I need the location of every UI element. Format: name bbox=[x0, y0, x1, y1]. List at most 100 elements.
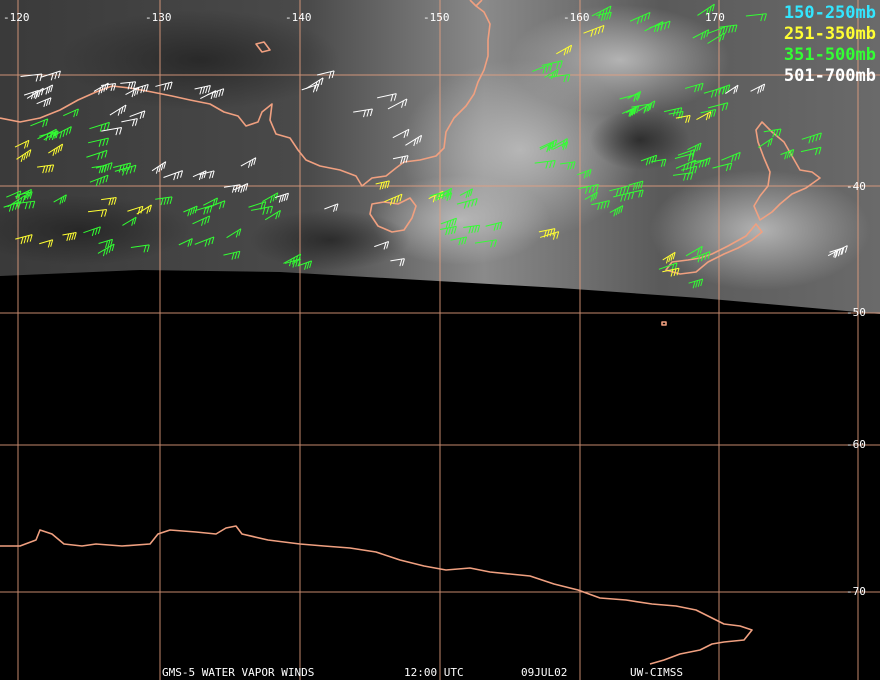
legend-item-351-500mb: 351-500mb bbox=[783, 45, 876, 65]
footer-product: GMS-5 WATER VAPOR WINDS bbox=[162, 666, 315, 679]
wind-barb bbox=[539, 139, 558, 150]
wind-barb bbox=[550, 138, 568, 149]
wind-barb bbox=[163, 170, 184, 181]
wind-barb bbox=[97, 243, 115, 257]
wind-barb bbox=[86, 149, 108, 160]
wind-barb bbox=[627, 90, 642, 102]
wind-barb bbox=[429, 190, 449, 201]
wind-barb bbox=[609, 205, 624, 217]
wind-barb bbox=[700, 108, 717, 118]
wind-barb bbox=[121, 118, 138, 127]
wind-barb bbox=[687, 142, 702, 153]
wind-barb bbox=[30, 118, 49, 128]
wind-barb bbox=[14, 139, 30, 149]
wind-barb bbox=[240, 157, 257, 168]
wind-barb bbox=[199, 170, 215, 179]
wind-barb bbox=[675, 159, 697, 172]
wind-barb bbox=[539, 231, 560, 240]
footer-bar: GMS-5 WATER VAPOR WINDS 12:00 UTC 09JUL0… bbox=[0, 666, 880, 680]
wind-barb bbox=[691, 251, 711, 263]
lat-label--50: -50 bbox=[846, 306, 866, 319]
footer-date: 09JUL02 bbox=[521, 666, 568, 679]
wind-barb bbox=[16, 191, 33, 201]
wind-barb bbox=[248, 201, 267, 210]
wind-barb bbox=[584, 191, 598, 202]
wind-barb bbox=[672, 172, 694, 181]
wind-barb bbox=[120, 81, 137, 90]
wind-barb bbox=[37, 164, 55, 174]
wind-barb bbox=[183, 205, 198, 217]
wind-barb bbox=[685, 245, 703, 257]
wind-barb bbox=[628, 180, 644, 191]
wind-barb bbox=[233, 183, 249, 193]
wind-barb bbox=[692, 29, 710, 40]
wind-barb bbox=[758, 137, 773, 148]
australia-coastline bbox=[0, 0, 491, 187]
wind-barb bbox=[560, 161, 576, 170]
legend-item-501-700mb: 501-700mb bbox=[783, 66, 876, 86]
lon-label--160: -160 bbox=[563, 11, 590, 24]
wind-barb bbox=[450, 236, 468, 246]
wind-barb bbox=[136, 204, 152, 215]
wind-barb bbox=[192, 215, 211, 226]
wind-barb bbox=[374, 241, 390, 250]
wind-barb bbox=[591, 200, 610, 210]
wind-barb bbox=[301, 83, 319, 93]
wind-barb bbox=[87, 137, 109, 147]
wind-barb bbox=[264, 209, 281, 221]
wind-barb bbox=[226, 228, 242, 239]
wind-barb bbox=[707, 102, 729, 111]
wind-barb bbox=[662, 251, 676, 264]
lon-label-170: 170 bbox=[705, 11, 725, 24]
wind-barb bbox=[577, 168, 592, 179]
wind-barb bbox=[629, 11, 651, 25]
wind-barb bbox=[125, 87, 140, 98]
wind-barb bbox=[48, 143, 64, 157]
wind-barb bbox=[474, 239, 497, 248]
wind-barb bbox=[541, 60, 563, 69]
wind-barb bbox=[203, 197, 218, 207]
wind-barb bbox=[596, 11, 612, 22]
wind-barb bbox=[39, 239, 54, 248]
wind-barb bbox=[456, 198, 478, 209]
lon-label--120: -120 bbox=[3, 11, 30, 24]
wind-barb bbox=[62, 232, 77, 242]
wind-barb bbox=[130, 244, 150, 253]
wind-barb bbox=[377, 93, 397, 102]
wind-barb bbox=[440, 217, 457, 229]
new-zealand-north-island bbox=[753, 121, 821, 221]
wind-barb bbox=[98, 238, 113, 248]
wind-barb bbox=[392, 155, 409, 164]
wind-barb bbox=[712, 162, 733, 172]
wind-barb bbox=[155, 81, 173, 91]
wind-barb bbox=[36, 97, 52, 108]
wind-barb bbox=[151, 161, 167, 174]
wind-barbs bbox=[3, 3, 848, 289]
wind-barb bbox=[200, 90, 217, 100]
wind-barb bbox=[780, 149, 795, 160]
wind-barb bbox=[101, 126, 123, 136]
wind-barb bbox=[16, 149, 32, 163]
wind-barb bbox=[638, 100, 656, 114]
wind-barb bbox=[750, 83, 766, 94]
wind-barb bbox=[392, 128, 410, 139]
wind-barb bbox=[63, 108, 79, 118]
wind-barb bbox=[194, 84, 211, 95]
wind-barb bbox=[83, 226, 101, 237]
wind-barb bbox=[390, 258, 405, 267]
wind-barb bbox=[725, 84, 739, 95]
wind-barb bbox=[544, 68, 559, 80]
wind-barb bbox=[532, 63, 553, 74]
wind-barb bbox=[109, 104, 127, 116]
wind-barb bbox=[127, 205, 144, 215]
wind-barb bbox=[577, 184, 599, 194]
wind-barb bbox=[696, 111, 712, 121]
wind-barb bbox=[305, 77, 324, 90]
wind-barb bbox=[316, 70, 335, 79]
wind-barb bbox=[114, 164, 137, 176]
wind-barb bbox=[800, 146, 822, 156]
wind-barb bbox=[283, 253, 302, 267]
wind-barb bbox=[387, 98, 408, 110]
wind-barb bbox=[297, 260, 313, 270]
